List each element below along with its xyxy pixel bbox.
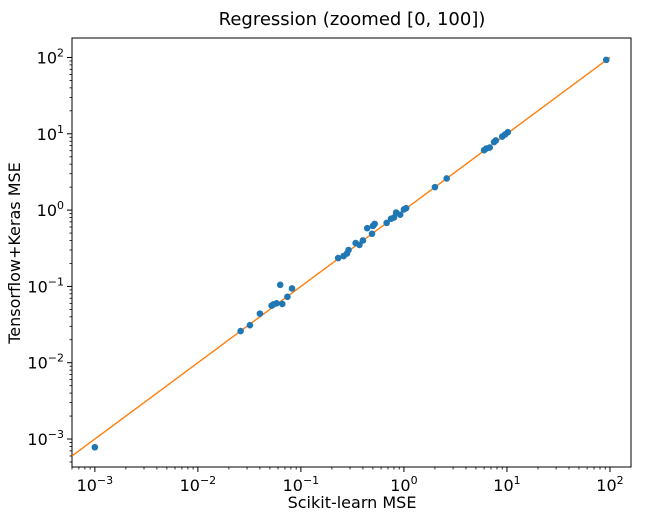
axes-frame <box>71 37 632 468</box>
data-point <box>273 300 280 307</box>
data-point <box>359 237 367 244</box>
data-point <box>288 285 296 292</box>
y-tick-label: 102 <box>37 46 64 67</box>
data-point <box>396 211 404 219</box>
y-axis-ticks: 10−3 10−2 10−1 100 101 102 <box>27 46 72 463</box>
data-point <box>246 321 254 329</box>
data-point <box>276 281 284 289</box>
data-point <box>237 327 244 335</box>
data-point <box>284 293 291 301</box>
data-point <box>431 183 439 191</box>
points-layer <box>91 56 610 451</box>
data-point <box>504 128 512 136</box>
x-axis-label: Scikit-learn MSE <box>288 493 417 512</box>
x-tick-label: 10−3 <box>77 474 114 495</box>
y-tick-label: 100 <box>37 199 64 220</box>
y-axis-label: Tensorflow+Keras MSE <box>5 162 24 345</box>
x-tick-label: 100 <box>390 474 417 495</box>
x-axis-ticks: 10−3 10−2 10−1 100 101 102 <box>71 467 624 495</box>
x-tick-label: 102 <box>596 474 623 495</box>
data-point <box>602 56 610 64</box>
data-point <box>279 300 286 308</box>
data-point <box>492 137 500 144</box>
chart-title: Regression (zoomed [0, 100]) <box>219 9 486 30</box>
data-point <box>356 241 363 249</box>
y-tick-label: 10−2 <box>27 352 64 373</box>
data-point <box>368 230 376 238</box>
data-point <box>371 220 378 228</box>
data-point <box>390 214 398 221</box>
x-tick-label: 10−1 <box>283 474 320 495</box>
data-point <box>334 254 342 262</box>
plot-area <box>71 37 632 468</box>
data-point <box>256 310 264 317</box>
y-tick-label: 10−3 <box>27 428 64 449</box>
x-tick-label: 10−2 <box>180 474 217 495</box>
data-point <box>383 219 390 227</box>
data-point <box>443 175 450 182</box>
y-tick-label: 101 <box>37 123 64 144</box>
data-point <box>486 144 493 151</box>
data-point <box>363 224 371 232</box>
data-point <box>91 443 99 451</box>
data-point <box>402 204 410 212</box>
data-point <box>345 246 352 254</box>
y-tick-label: 10−1 <box>27 275 64 296</box>
x-tick-label: 101 <box>493 474 520 495</box>
